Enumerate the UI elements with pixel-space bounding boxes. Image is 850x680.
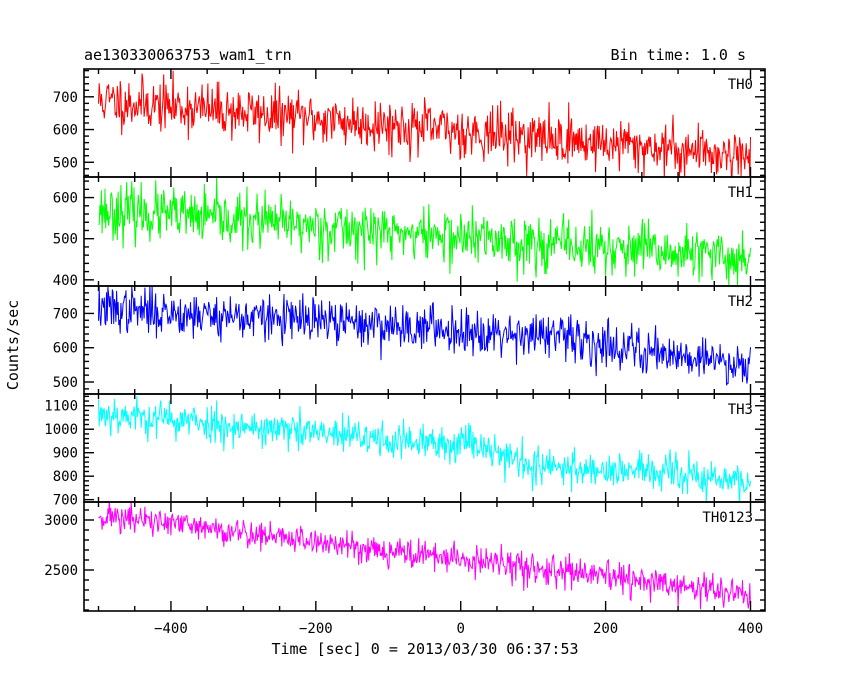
y-tick-label: 800 <box>53 469 78 485</box>
panel-label-th3: TH3 <box>728 402 753 418</box>
x-tick-label: 200 <box>593 621 618 637</box>
chart-header-left: ae130330063753_wam1_trn <box>84 46 292 64</box>
y-tick-label: 500 <box>53 232 78 248</box>
y-tick-label: 700 <box>53 306 78 322</box>
x-tick-label: −200 <box>299 621 333 637</box>
series-line-th3 <box>98 395 751 502</box>
x-tick-label: 0 <box>457 621 465 637</box>
x-axis-label: Time [sec] 0 = 2013/03/30 06:37:53 <box>271 640 578 658</box>
y-tick-label: 3000 <box>44 513 78 529</box>
panel-label-th1: TH1 <box>728 185 753 201</box>
axis-ticks <box>84 69 765 611</box>
y-tick-label: 600 <box>53 341 78 357</box>
series-line-th2 <box>98 286 751 386</box>
y-tick-label: 700 <box>53 493 78 509</box>
tick-labels: 500 600 700 TH0 400 500 600 TH1 500 600 700 TH2 700 8… <box>44 77 763 637</box>
y-tick-label: 2500 <box>44 563 78 579</box>
x-tick-label: −400 <box>154 621 188 637</box>
panel-frames <box>83 68 766 612</box>
y-tick-label: 700 <box>53 90 78 106</box>
panel-label-th0: TH0 <box>728 77 753 93</box>
y-tick-label: 600 <box>53 191 78 207</box>
y-tick-label: 1000 <box>44 422 78 438</box>
y-tick-label: 900 <box>53 446 78 462</box>
chart-header-right: Bin time: 1.0 s <box>611 46 746 64</box>
y-tick-label: 500 <box>53 375 78 391</box>
series-line-th0123 <box>98 502 751 610</box>
y-axis-label: Counts/sec <box>4 300 22 390</box>
series-line-th1 <box>98 177 751 286</box>
panel-label-th2: TH2 <box>728 294 753 310</box>
panel-label-th0123: TH0123 <box>702 510 753 526</box>
y-tick-label: 500 <box>53 155 78 171</box>
y-tick-label: 600 <box>53 123 78 139</box>
series-traces <box>98 70 751 610</box>
panel-frame-th2 <box>83 285 766 395</box>
series-line-th0 <box>98 70 751 177</box>
y-tick-label: 400 <box>53 273 78 289</box>
y-tick-label: 1100 <box>44 399 78 415</box>
x-tick-label: 400 <box>738 621 763 637</box>
